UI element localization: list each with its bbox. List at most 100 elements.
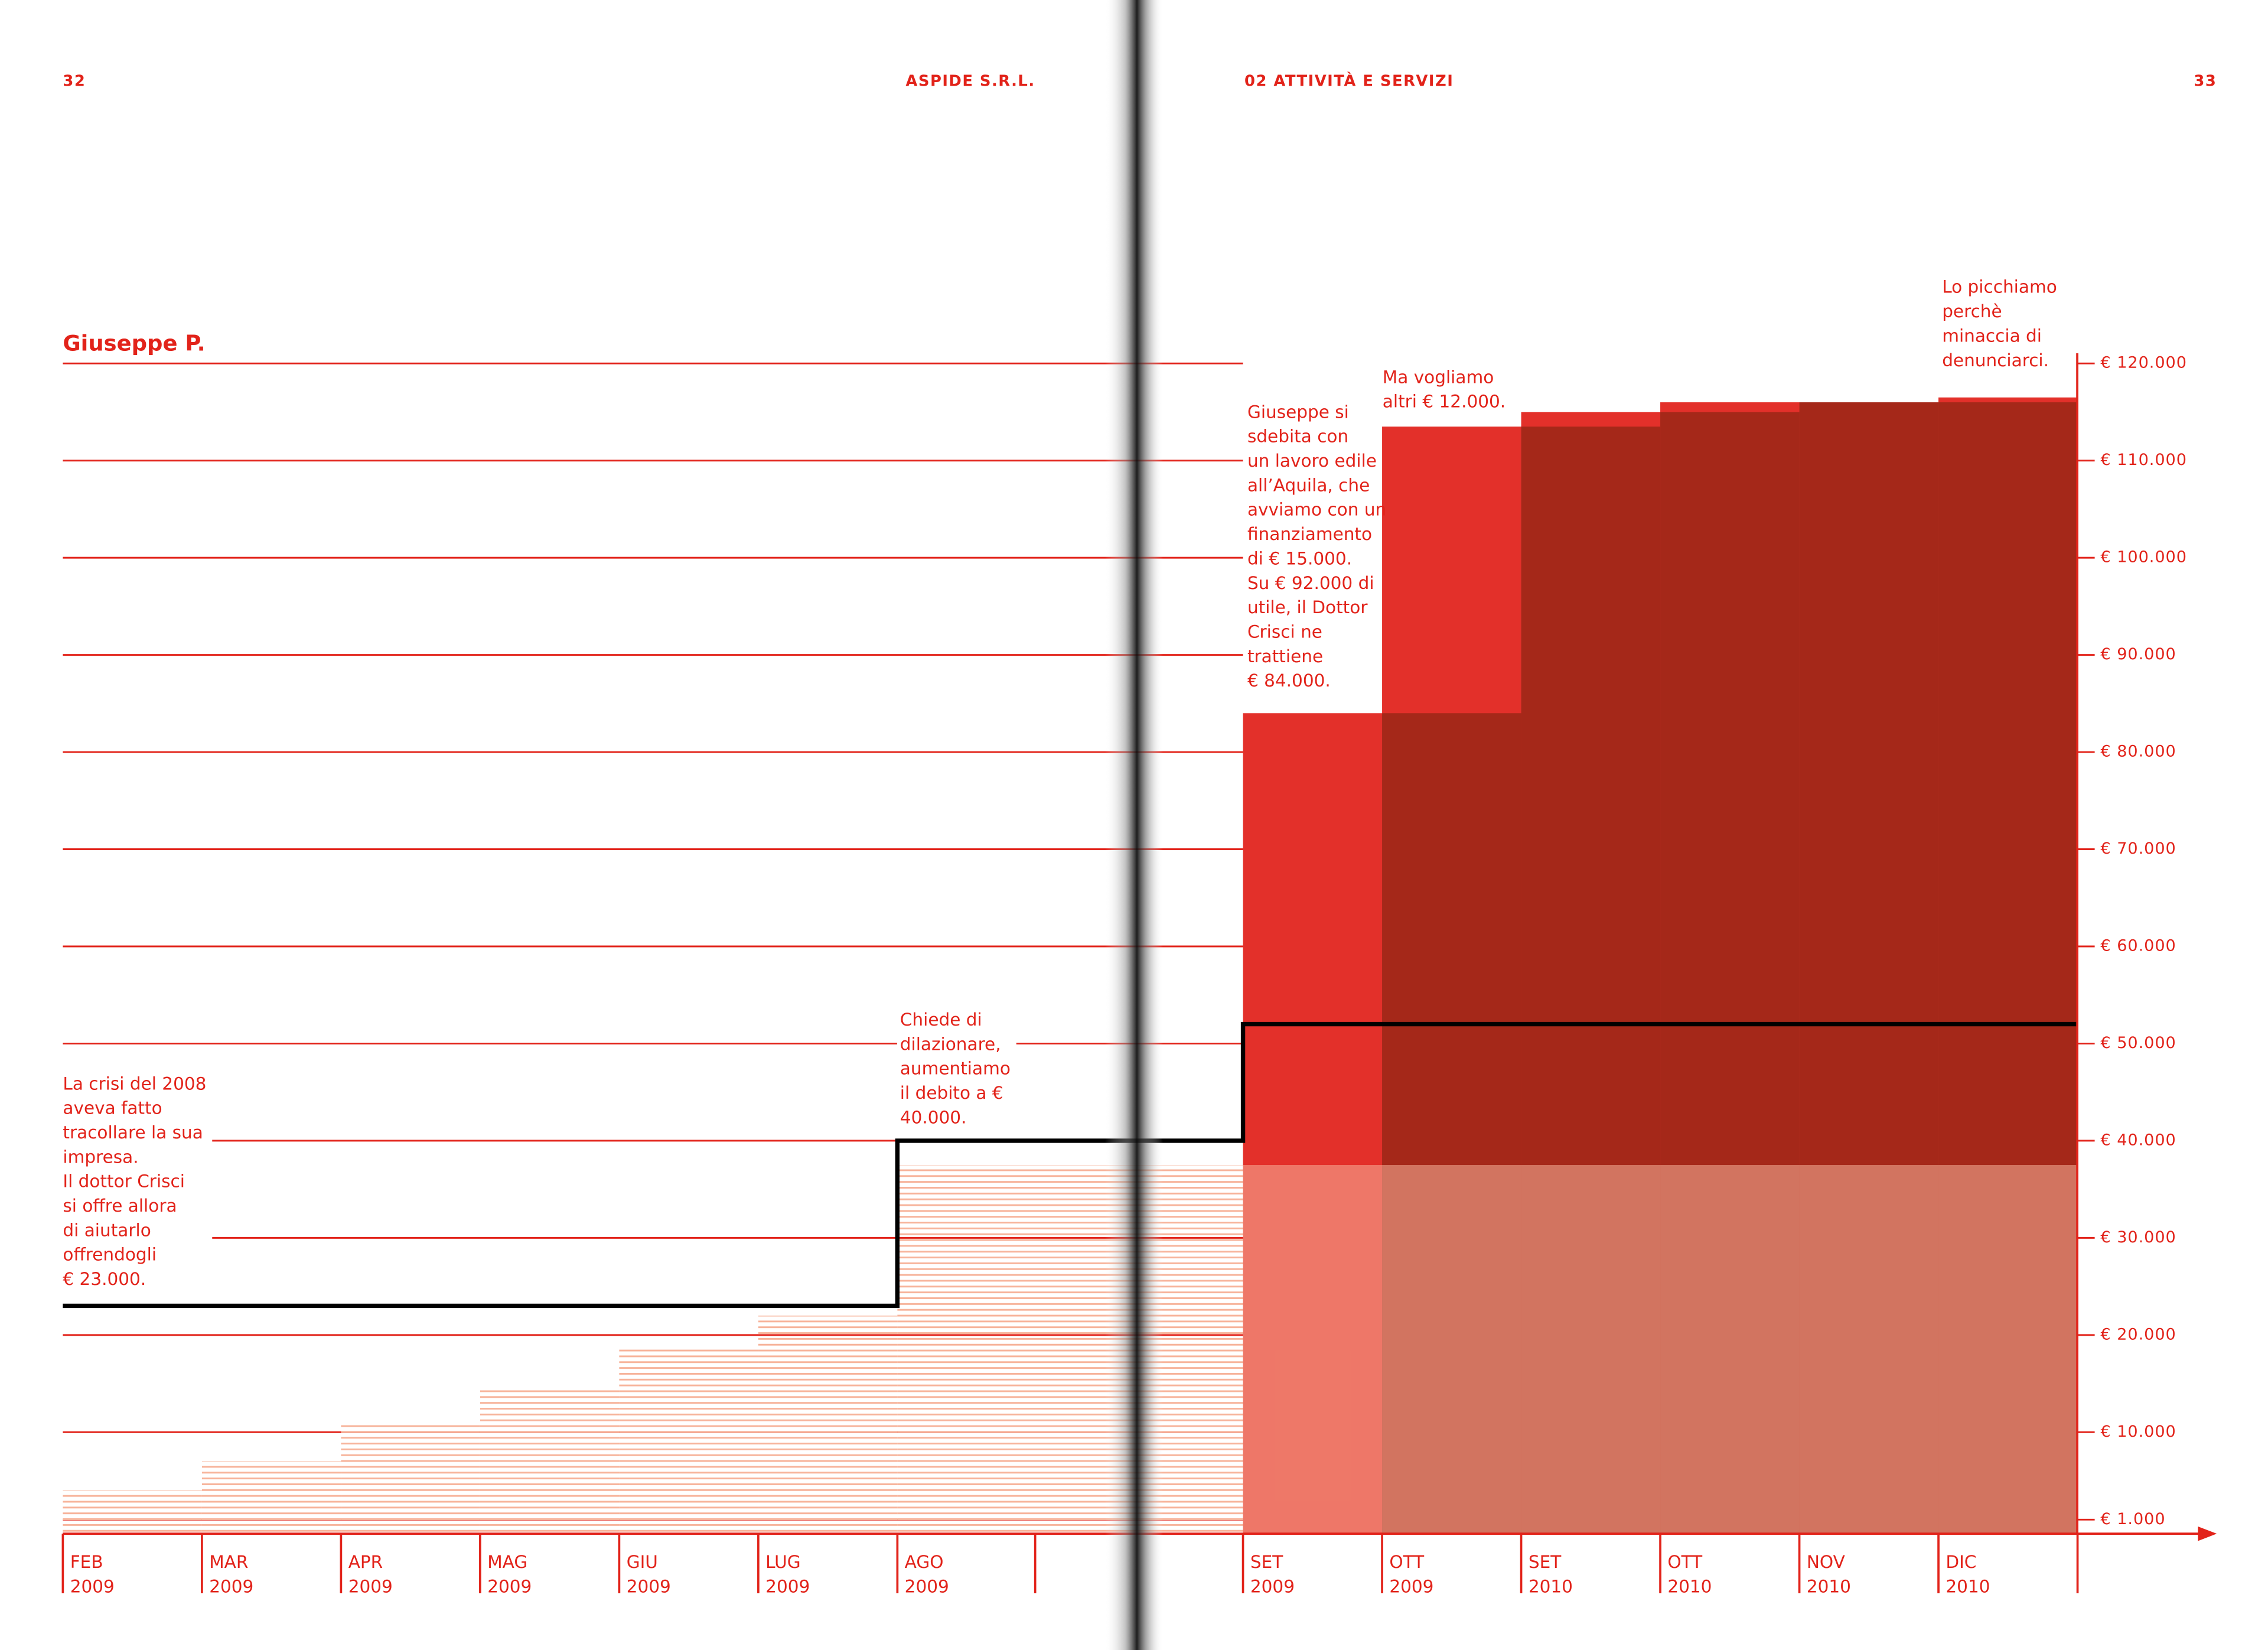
page-number: 32 [63,72,86,90]
x-tick-label: DIC [1946,1552,1976,1572]
annotation-line: impresa. [63,1147,138,1167]
annotation-line: € 84.000. [1247,671,1331,691]
plot: € 1.000 € 10.000 € 20.000 € 30.000 € 40.000 €… [60,276,2217,1597]
annotation-line: si offre allora [63,1196,177,1216]
x-axis-arrow [2198,1526,2217,1541]
x-tick-label: 2009 [627,1577,671,1597]
annotation-line: Giuseppe si [1247,402,1349,422]
x-tick-label: NOV [1807,1552,1845,1572]
y-tick-label: € 60.000 [2100,936,2176,955]
annotation-line: aumentiamo [900,1059,1011,1079]
annotation-line: aveva fatto [63,1098,162,1118]
running-title: ASPIDE S.R.L. [905,72,1035,90]
debt-line [63,1021,2078,1309]
annotation-line: un lavoro edile [1247,451,1377,471]
y-tick-label: € 70.000 [2100,839,2176,858]
area-column [1660,1165,1800,1534]
y-tick-label: € 30.000 [2100,1228,2176,1247]
x-tick-label: 2009 [1389,1577,1433,1597]
x-tick-label: 2010 [1667,1577,1712,1597]
area-column [758,1315,898,1534]
annotation: La crisi del 2008 aveva fatto tracollare l… [60,1073,213,1289]
x-tick-label: 2010 [1946,1577,1990,1597]
annotation-line: altri € 12.000. [1383,392,1506,412]
annotation: Lo picchiamo perchè minaccia di denunciarci… [1939,276,2063,370]
annotation-line: 40.000. [900,1107,967,1127]
chart-title: Giuseppe P. [63,331,205,356]
y-tick-label: € 80.000 [2100,743,2176,761]
area-column [1382,1165,1521,1534]
annotation-line: Crisci ne [1247,621,1322,642]
annotation-line: di € 15.000. [1247,548,1352,568]
annotation-line: utile, il Dottor [1247,597,1368,617]
area-column [63,1490,202,1534]
x-tick-label: MAG [487,1552,527,1572]
x-tick-label: 2010 [1529,1577,1573,1597]
area-column [1243,1165,1383,1534]
x-tick-label: 2010 [1807,1577,1851,1597]
annotation: Chiede di dilazionare, aumentiamo il debito… [897,1009,1016,1128]
annotation-line: Chiede di [900,1010,982,1030]
annotation-line: trattiene [1247,646,1323,666]
annotation-line: € 23.000. [63,1269,146,1289]
x-tick-label: 2009 [905,1577,949,1597]
annotation-line: il debito a € [900,1083,1003,1103]
x-tick-label: 2009 [1250,1577,1295,1597]
x-tick-label: APR [348,1552,383,1572]
y-tick-label: € 110.000 [2100,451,2187,469]
annotation-line: avviamo con un [1247,500,1386,520]
x-tick-label: FEB [70,1552,103,1572]
y-tick-label: € 50.000 [2100,1034,2176,1052]
area-column [480,1388,620,1534]
book-spine [1104,0,1164,1650]
x-tick-label: OTT [1389,1552,1425,1572]
area-column [341,1422,480,1534]
annotation-background [60,1073,213,1289]
area-column [619,1349,758,1534]
annotation-line: finanziamento [1247,524,1372,544]
area-column [201,1461,341,1534]
x-tick-label: OTT [1667,1552,1703,1572]
x-tick-label: AGO [905,1552,944,1572]
x-tick-label: 2009 [487,1577,532,1597]
y-tick-label: € 10.000 [2100,1423,2176,1441]
y-tick-label: € 40.000 [2100,1131,2176,1149]
annotation-line: dilazionare, [900,1034,1001,1054]
annotation-line: offrendogli [63,1245,157,1265]
running-title: 02 ATTIVITÀ E SERVIZI [1244,71,1454,90]
annotation-line: minaccia di [1942,326,2042,346]
y-tick-label: € 1.000 [2100,1510,2165,1528]
annotation-line: Lo picchiamo [1942,277,2057,297]
annotation-line: La crisi del 2008 [63,1073,206,1094]
x-tick-label: 2009 [348,1577,393,1597]
x-tick-label: MAR [209,1552,248,1572]
annotation-line: Su € 92.000 di [1247,573,1374,593]
annotation-line: sdebita con [1247,427,1348,447]
annotation-background [897,1009,1016,1128]
area-column [1938,1165,2078,1534]
area-column [1521,1165,1661,1534]
x-tick-label: LUG [765,1552,800,1572]
annotation: Giuseppe si sdebita con un lavoro edile all… [1247,402,1386,691]
x-tick-label: 2009 [765,1577,810,1597]
y-tick-label: € 100.000 [2100,548,2187,567]
area-column [897,1165,1243,1534]
y-tick-label: € 20.000 [2100,1325,2176,1343]
annotation: Ma vogliamo altri € 12.000. [1383,367,1506,411]
x-tick-label: SET [1250,1552,1283,1572]
annotation-line: Ma vogliamo [1383,367,1494,387]
x-tick-label: GIU [627,1552,658,1572]
annotation-line: perchè [1942,301,2002,321]
annotation-background [1939,276,2063,370]
annotation-line: all’Aquila, che [1247,475,1370,495]
annotation-line: denunciarci. [1942,350,2049,370]
x-tick-label: 2009 [209,1577,253,1597]
area-column [1799,1165,1939,1534]
y-tick-label: € 120.000 [2100,354,2187,372]
annotation-line: Il dottor Crisci [63,1171,185,1192]
x-tick-label: 2009 [70,1577,115,1597]
annotation-line: di aiutarlo [63,1220,151,1240]
x-tick-label: SET [1529,1552,1562,1572]
page-number: 33 [2194,72,2217,90]
